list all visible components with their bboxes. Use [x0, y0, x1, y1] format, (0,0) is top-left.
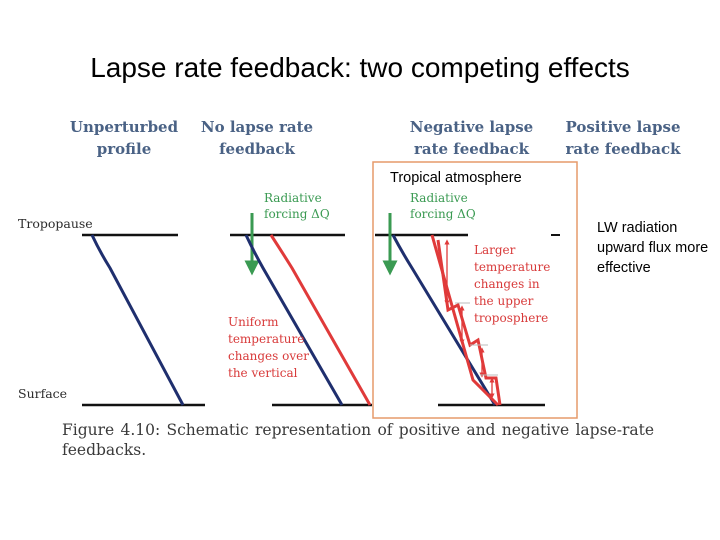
- radiative-forcing-label-col3: Radiative forcing ΔQ: [410, 191, 476, 221]
- heading-positive-lapse-rate-feedback: Positive lapse rate feedback: [565, 118, 681, 158]
- radiative-forcing-label-col2: Radiative forcing ΔQ: [264, 191, 330, 221]
- caption-word: 4.10:: [120, 421, 161, 439]
- larger-temperature-note: Larger temperature changes in the upper …: [474, 243, 551, 325]
- figure-caption-line-2: feedbacks.: [62, 441, 147, 459]
- surface-label: Surface: [18, 386, 68, 401]
- caption-word: lapse-rate: [575, 421, 654, 439]
- uniform-temperature-note: Uniform temperature changes over the ver…: [228, 315, 309, 380]
- heading-no-lapse-rate-feedback: No lapse rate feedback: [200, 118, 314, 158]
- figure-caption-line-1: Figure 4.10: Schematic representation of…: [62, 421, 654, 439]
- tropical-atmosphere-label: Tropical atmosphere: [390, 170, 522, 186]
- caption-word: Schematic: [166, 421, 249, 439]
- lw-radiation-note: LW radiation upward flux more effective: [597, 220, 709, 276]
- red-warmed-profile-col2: [269, 234, 372, 406]
- heading-negative-lapse-rate-feedback: Negative lapse rate feedback: [409, 118, 534, 158]
- tropopause-label: Tropopause: [18, 216, 93, 231]
- blue-profile-col2: [244, 234, 344, 406]
- caption-word: positive: [398, 421, 461, 439]
- blue-profile-col3: [391, 234, 497, 406]
- caption-word: Figure: [62, 421, 115, 439]
- caption-word: representation: [255, 421, 372, 439]
- caption-word: and: [466, 421, 496, 439]
- unperturbed-profile-curve: [90, 234, 185, 406]
- caption-word: negative: [501, 421, 570, 439]
- caption-word: of: [377, 421, 393, 439]
- slide-title: Lapse rate feedback: two competing effec…: [90, 52, 630, 83]
- tropical-atmosphere-box: [372, 161, 578, 419]
- heading-unperturbed-profile: Unperturbed profile: [69, 118, 179, 158]
